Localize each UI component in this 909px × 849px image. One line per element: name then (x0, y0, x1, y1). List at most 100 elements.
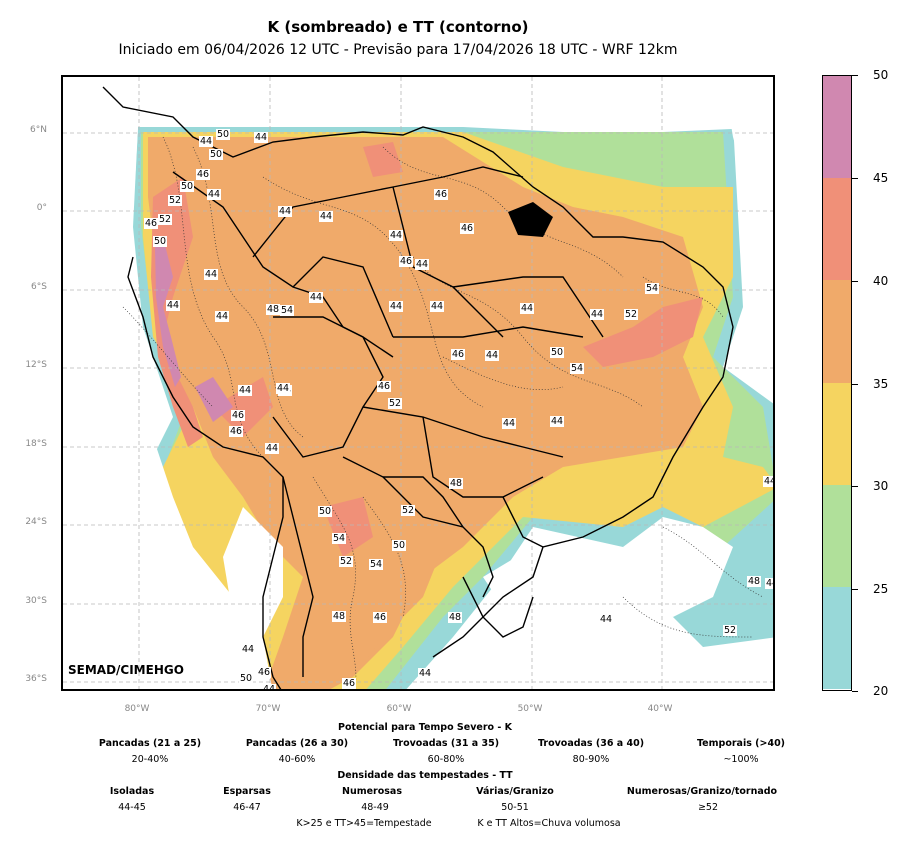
tt-contour-label: 46 (196, 169, 211, 180)
coastline-pacific (127, 256, 284, 689)
tt-contour-label: 54 (332, 533, 347, 544)
tt-contour-label: 54 (280, 305, 295, 316)
tt-contour-label: 44 (520, 303, 535, 314)
k-legend-item-1-name: Pancadas (21 a 25) (98, 738, 202, 749)
tt-contour-label: 44 (309, 292, 324, 303)
tt-contour-label: 52 (339, 556, 354, 567)
k-zone-magenta-1 (155, 237, 181, 387)
border-brazil-west (292, 256, 394, 338)
border-paraguay (383, 476, 464, 528)
tt-contour-label: 52 (168, 195, 183, 206)
tt-contour-label: 50 (239, 673, 254, 684)
tt-contour-label: 46 (373, 612, 388, 623)
tt-contour-label: 44 (389, 230, 404, 241)
k-legend-item-5-name: Temporais (>40) (696, 738, 786, 749)
tt-contour-label: 46 (342, 678, 357, 689)
tt-contour-label: 44 (204, 269, 219, 280)
k-legend-item-3-name: Trovoadas (31 a 35) (392, 738, 500, 749)
tt-contour-label: 50 (153, 236, 168, 247)
k-zone-red-2 (213, 377, 273, 437)
latitude-label: 6°S (31, 282, 47, 292)
tt-contour-label: 54 (369, 559, 384, 570)
colorbar-tick-mark (852, 384, 858, 385)
tt-contour-label: 46 (257, 667, 272, 678)
colorbar-segment (823, 280, 851, 383)
k-legend-title: Potencial para Tempo Severo - K (338, 722, 512, 733)
k-zone-magenta-2 (195, 377, 233, 422)
tt-contour-label: 44 (550, 416, 565, 427)
tt-contour-label: 44 (241, 644, 256, 655)
colorbar-tick-mark (852, 486, 858, 487)
ocean-white-areas (63, 77, 773, 689)
political-boundaries (102, 86, 734, 689)
colorbar (822, 75, 852, 691)
latitude-label: 12°S (25, 360, 47, 370)
tt-contour-label: 46 (377, 381, 392, 392)
k-legend-item-2-name: Pancadas (26 a 30) (245, 738, 349, 749)
colorbar-tick-label: 40 (873, 274, 889, 288)
colorbar-tick-label: 30 (873, 479, 889, 493)
tt-contour-label: 44 (418, 668, 433, 679)
tt-contour-label: 44 (590, 309, 605, 320)
k-legend-item-4-value: 80-90% (572, 754, 610, 765)
tt-contour-label: 52 (158, 214, 173, 225)
tt-legend-item-2-value: 46-47 (233, 802, 261, 813)
tt-contour-lines (122, 136, 764, 689)
colorbar-segment (823, 586, 851, 690)
tt-contour-label: 44 (215, 311, 230, 322)
tt-contour-label: 50 (209, 149, 224, 160)
tt-contour-label: 44 (389, 301, 404, 312)
tt-contour-label: 46 (451, 349, 466, 360)
tt-contour-label: 44 (765, 578, 773, 589)
colorbar-segment (823, 484, 851, 588)
map-panel[interactable]: 44 50 44 50 46 50 44 52 46 52 50 44 44 44 44 46 46 44 44 46… (61, 75, 775, 691)
tt-legend-title: Densidade das tempestades - TT (337, 770, 513, 781)
tt-contour-label: 46 (399, 256, 414, 267)
border-argentina (342, 456, 494, 598)
tt-contour-label: 44 (599, 614, 614, 625)
k-legend-item-4-name: Trovoadas (36 a 40) (537, 738, 645, 749)
tt-contour-label: 50 (318, 506, 333, 517)
tt-contour-label: 48 (266, 304, 281, 315)
tt-contour-label: 44 (199, 136, 214, 147)
k-legend-item-3-value: 60-80% (427, 754, 465, 765)
colorbar-segment (823, 76, 851, 179)
k-legend-item-2-value: 40-60% (278, 754, 316, 765)
tt-contour-label: 44 (207, 189, 222, 200)
tt-contour-label: 44 (485, 350, 500, 361)
tt-contour-label: 44 (430, 301, 445, 312)
tt-contour-label: 44 (502, 418, 517, 429)
latitude-label: 30°S (25, 596, 47, 606)
tt-contour-label: 48 (449, 478, 464, 489)
k-zone-red-4 (583, 297, 703, 367)
tt-contour-label: 54 (645, 283, 660, 294)
longitude-label: 60°W (386, 704, 412, 714)
k-legend-item-1-value: 20-40% (131, 754, 169, 765)
border-states-6 (502, 496, 544, 548)
longitude-label: 80°W (124, 704, 150, 714)
tt-legend-item-5-value: ≥52 (697, 802, 719, 813)
latitude-label: 24°S (25, 517, 47, 527)
legend-note-rain: K e TT Altos=Chuva volumosa (477, 818, 621, 829)
coastline-west (102, 86, 734, 658)
border-uruguay (462, 576, 534, 638)
tt-legend-item-5-name: Numerosas/Granizo/tornado (626, 786, 778, 797)
tt-legend-item-4-value: 50-51 (501, 802, 529, 813)
tt-contour-label: 44 (276, 383, 291, 394)
tt-legend-item-1-value: 44-45 (118, 802, 146, 813)
tt-contour-label: 52 (401, 505, 416, 516)
latitude-label: 18°S (25, 439, 47, 449)
tt-contour-label: 44 (415, 259, 430, 270)
map-canvas (63, 77, 773, 689)
tt-contour-label: 50 (180, 181, 195, 192)
map-title: K (sombreado) e TT (contorno) (267, 18, 529, 36)
colorbar-tick-mark (852, 178, 858, 179)
longitude-label: 40°W (647, 704, 673, 714)
k-legend-item-5-value: ~100% (723, 754, 759, 765)
k-zone-red-3 (323, 497, 373, 557)
tt-legend-item-3-name: Numerosas (342, 786, 402, 797)
tt-contour-label: 46 (229, 426, 244, 437)
tt-contour-label: 52 (624, 309, 639, 320)
tt-contour-label: 44 (763, 476, 773, 487)
colorbar-tick-label: 35 (873, 377, 889, 391)
